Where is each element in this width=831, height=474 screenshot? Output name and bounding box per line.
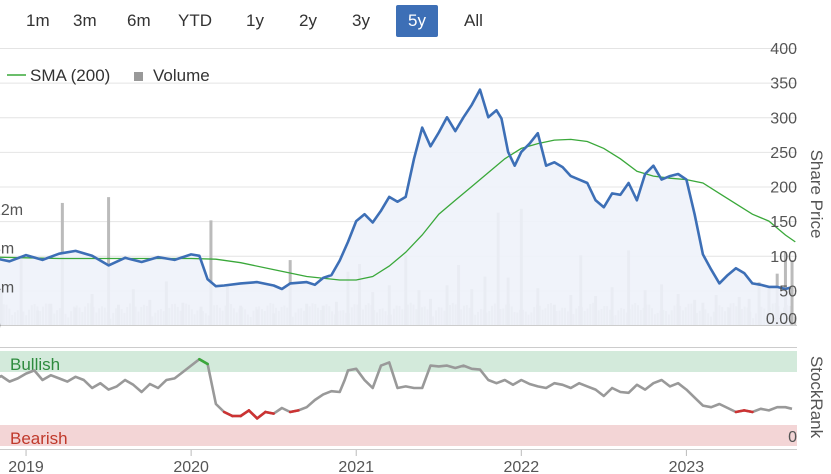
- stockrank-segment: [222, 410, 234, 418]
- volume-tick-label: 4m: [0, 279, 14, 296]
- x-tick-label: 2023: [669, 459, 705, 474]
- bullish-band: [0, 351, 797, 372]
- range-button-2y[interactable]: 2y: [299, 11, 317, 30]
- bullish-label: Bullish: [10, 355, 60, 374]
- range-button-ytd[interactable]: YTD: [178, 11, 212, 30]
- x-tick-label: 2019: [8, 459, 44, 474]
- range-selector: 1m 3m 6m YTD 1y 2y 3y 5y All: [0, 4, 520, 38]
- bearish-band: [0, 425, 797, 446]
- stockrank-segment: [742, 409, 754, 414]
- price-area-fill: [0, 89, 791, 325]
- share-price-line: [0, 88, 791, 291]
- x-tick-label: 2021: [338, 459, 374, 474]
- price-tick-label: 150: [770, 214, 797, 231]
- stockrank-segment: [288, 409, 300, 414]
- price-tick-label: 400: [770, 41, 797, 58]
- volume-bar: [794, 316, 797, 325]
- price-tick-label: 50: [779, 283, 797, 300]
- stockrank-segment: [264, 410, 275, 415]
- range-button-1y[interactable]: 1y: [246, 11, 264, 30]
- stockrank-segment: [734, 409, 746, 414]
- price-tick-label: 300: [770, 110, 797, 127]
- legend-volume-label: Volume: [153, 66, 210, 85]
- stockrank-zero-tick: 0: [788, 429, 797, 446]
- stockrank-segment: [198, 357, 209, 366]
- x-tick-label: 2022: [504, 459, 540, 474]
- stockrank-segment: [247, 409, 259, 420]
- volume-tick-label: 8m: [0, 241, 14, 258]
- range-button-3m[interactable]: 3m: [73, 11, 97, 30]
- price-tick-label: 0.00: [766, 311, 797, 328]
- stockrank-axis-title: StockRank: [807, 356, 826, 439]
- volume-bar: [107, 197, 111, 325]
- volume-tick-label: 0: [0, 318, 1, 335]
- range-button-1m[interactable]: 1m: [26, 11, 50, 30]
- range-button-6m[interactable]: 6m: [127, 11, 151, 30]
- price-tick-label: 200: [770, 180, 797, 197]
- stockrank-line: [0, 357, 793, 420]
- x-axis: 2019 2020 2021 2022 2023: [8, 450, 704, 474]
- volume-bar: [209, 220, 213, 325]
- bearish-label: Bearish: [10, 429, 68, 448]
- price-tick-label: 250: [770, 145, 797, 162]
- price-tick-label: 100: [770, 249, 797, 266]
- stockrank-low-segments: [222, 409, 754, 420]
- legend-volume-swatch: [134, 72, 143, 81]
- legend-sma-label: SMA (200): [30, 66, 110, 85]
- share-price-axis-title: Share Price: [807, 150, 826, 239]
- range-button-all[interactable]: All: [464, 11, 483, 30]
- price-tick-label: 350: [770, 76, 797, 93]
- volume-bar: [791, 310, 794, 325]
- stockrank-segment: [239, 409, 251, 418]
- volume-bar: [790, 260, 794, 325]
- x-tick-label: 2020: [173, 459, 209, 474]
- stockrank-high-segments: [198, 357, 209, 366]
- volume-tick-label: 12m: [0, 202, 23, 219]
- range-button-5y[interactable]: 5y: [396, 5, 438, 37]
- stockrank-panel: Bullish Bearish 0 StockRank: [0, 351, 826, 448]
- stockrank-segment: [255, 410, 267, 420]
- range-button-3y[interactable]: 3y: [352, 11, 370, 30]
- axis-labels: 400 350 300 250 200 150 100 50 0.00 12m 8m 4m 0: [0, 41, 797, 335]
- legend: SMA (200) Volume: [7, 66, 210, 85]
